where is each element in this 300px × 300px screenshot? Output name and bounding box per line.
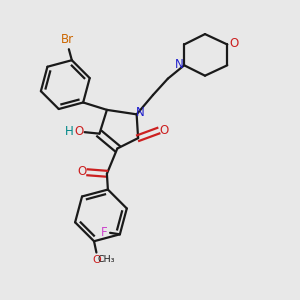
Text: Br: Br: [61, 33, 74, 46]
Text: N: N: [136, 106, 145, 119]
Text: H: H: [64, 125, 73, 138]
Text: F: F: [101, 226, 107, 239]
Text: CH₃: CH₃: [97, 256, 115, 265]
Text: O: O: [229, 37, 239, 50]
Text: N: N: [175, 58, 183, 70]
Text: O: O: [74, 125, 83, 138]
Text: O: O: [160, 124, 169, 136]
Text: O: O: [93, 255, 101, 265]
Text: O: O: [77, 165, 86, 178]
